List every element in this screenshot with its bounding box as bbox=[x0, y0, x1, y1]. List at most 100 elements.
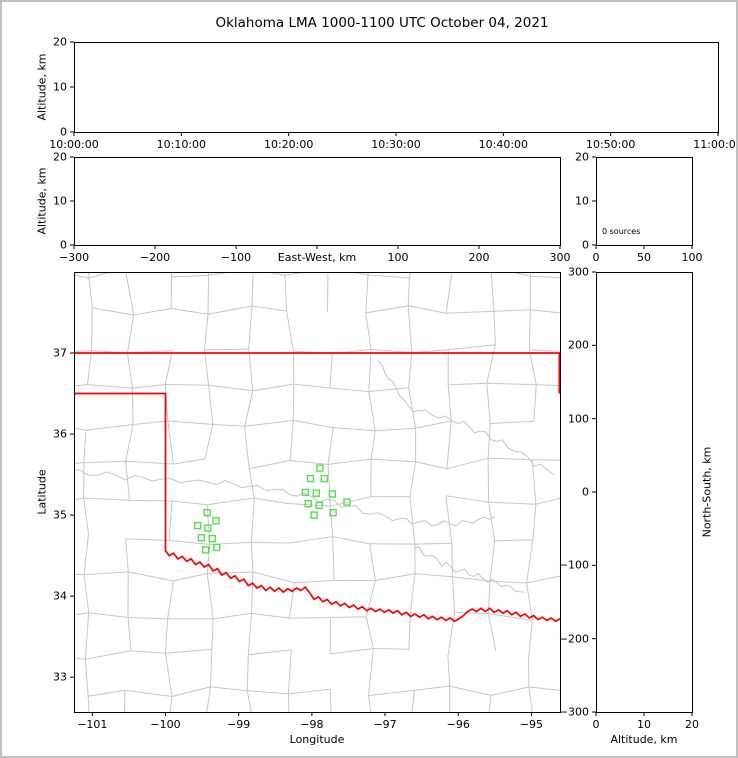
county-line bbox=[571, 278, 575, 314]
alt-ew-ylabel: Altitude, km bbox=[35, 167, 49, 235]
county-line bbox=[83, 460, 126, 464]
tick-label: −100 bbox=[220, 251, 252, 264]
county-line bbox=[488, 501, 536, 505]
lma-station-marker bbox=[208, 534, 217, 543]
county-line bbox=[407, 305, 413, 353]
county-line bbox=[74, 384, 88, 387]
tick-label: 20 bbox=[685, 718, 699, 731]
tick-label: 100 bbox=[387, 251, 409, 264]
county-line bbox=[251, 542, 254, 573]
lma-station-marker bbox=[329, 509, 337, 517]
lma-station-marker bbox=[201, 546, 210, 554]
county-line bbox=[414, 685, 450, 691]
county-line bbox=[74, 573, 85, 576]
ns-xlabel: Altitude, km bbox=[610, 733, 678, 746]
tick-label: 0 bbox=[582, 238, 589, 252]
county-line bbox=[408, 305, 447, 314]
tick-label: 20 bbox=[575, 150, 589, 164]
tick-label: 10:20:00 bbox=[263, 138, 314, 151]
county-line bbox=[74, 427, 86, 431]
lma-station-marker bbox=[212, 517, 220, 525]
county-line bbox=[493, 311, 496, 345]
county-line bbox=[487, 458, 490, 503]
county-line bbox=[45, 388, 46, 423]
county-line bbox=[487, 613, 497, 652]
county-line bbox=[368, 689, 415, 697]
county-line bbox=[330, 648, 374, 655]
county-line bbox=[126, 314, 135, 353]
tick-label: 35 bbox=[53, 508, 67, 522]
county-line bbox=[125, 538, 129, 572]
lma-station-marker bbox=[212, 543, 221, 552]
county-line bbox=[171, 274, 209, 278]
county-line bbox=[449, 685, 492, 696]
lma-station-marker bbox=[315, 501, 323, 510]
county-line bbox=[49, 574, 51, 619]
county-line bbox=[365, 274, 369, 313]
county-line bbox=[294, 580, 335, 584]
county-line bbox=[409, 573, 416, 613]
county-line bbox=[284, 275, 288, 312]
county-line bbox=[365, 616, 374, 649]
county-line bbox=[125, 461, 130, 501]
county-line bbox=[207, 571, 253, 574]
county-line bbox=[293, 383, 330, 389]
county-line bbox=[74, 657, 86, 660]
county-line bbox=[370, 348, 412, 353]
lma-station-marker bbox=[343, 498, 351, 506]
tick-label: 10 bbox=[637, 718, 651, 731]
tick-label: 33 bbox=[53, 670, 67, 684]
tick-label: 36 bbox=[53, 427, 67, 441]
tick-label: 10 bbox=[575, 194, 589, 208]
county-line bbox=[447, 656, 451, 687]
county-line bbox=[244, 426, 250, 469]
alt-time-ylabel: Altitude, km bbox=[35, 53, 49, 121]
county-line bbox=[408, 612, 411, 650]
county-line bbox=[248, 468, 255, 499]
county-line bbox=[203, 314, 209, 350]
source-count-annotation: 0 sources bbox=[602, 227, 641, 236]
county-line bbox=[210, 686, 248, 692]
county-line bbox=[572, 428, 574, 461]
county-line bbox=[570, 650, 573, 692]
county-line bbox=[368, 387, 409, 393]
county-line bbox=[164, 384, 169, 422]
county-line bbox=[207, 275, 210, 315]
alt-east-west-panel bbox=[74, 157, 561, 246]
county-line bbox=[414, 573, 453, 578]
tick-label: 100 bbox=[681, 251, 703, 264]
county-line bbox=[125, 538, 170, 541]
county-line bbox=[84, 659, 89, 697]
county-line bbox=[367, 274, 410, 279]
county-line bbox=[165, 384, 209, 386]
county-line bbox=[251, 612, 290, 619]
county-line bbox=[91, 307, 93, 351]
county-line bbox=[247, 690, 289, 695]
county-line bbox=[203, 349, 210, 386]
county-line bbox=[329, 689, 332, 712]
county-line bbox=[408, 352, 413, 388]
map-layers bbox=[45, 272, 575, 712]
county-line bbox=[87, 350, 93, 385]
county-line bbox=[532, 459, 560, 461]
county-line bbox=[289, 616, 331, 619]
tick-label: 10:30:00 bbox=[371, 138, 421, 151]
county-line bbox=[526, 539, 534, 584]
county-line bbox=[169, 696, 173, 712]
county-line bbox=[127, 617, 168, 620]
county-line bbox=[452, 576, 456, 613]
lma-station-marker bbox=[204, 524, 212, 532]
county-line bbox=[167, 580, 174, 619]
county-line bbox=[529, 349, 560, 352]
county-line bbox=[409, 496, 416, 545]
county-line bbox=[74, 274, 89, 279]
county-line bbox=[329, 387, 369, 393]
county-line bbox=[446, 310, 495, 314]
county-line bbox=[132, 384, 166, 389]
county-line bbox=[490, 686, 530, 696]
county-line bbox=[165, 653, 173, 697]
county-line bbox=[92, 307, 134, 316]
county-line bbox=[327, 272, 329, 313]
county-line bbox=[411, 690, 415, 712]
